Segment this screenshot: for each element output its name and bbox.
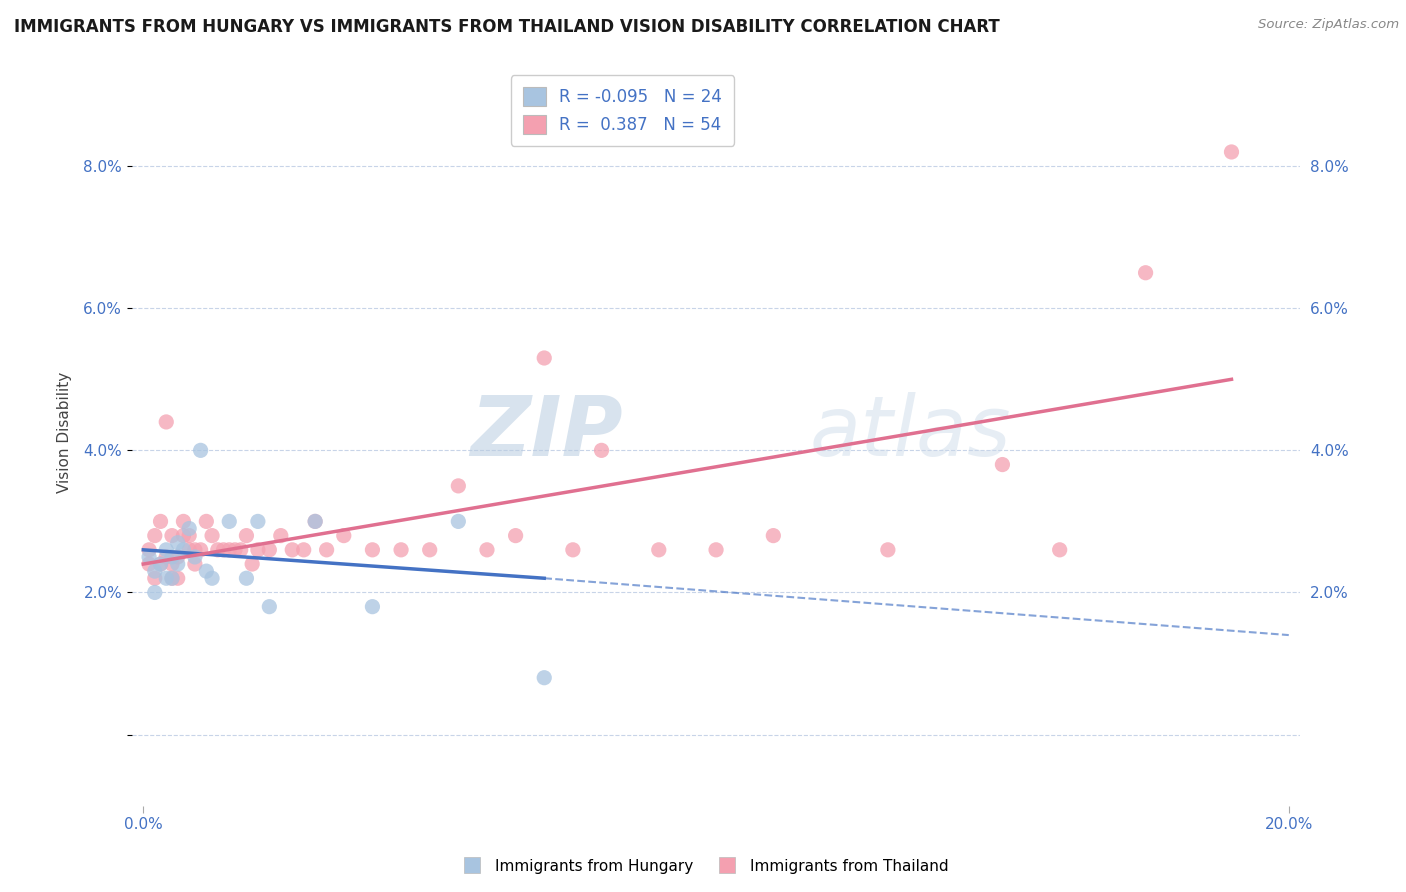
Point xyxy=(172,528,194,542)
Point xyxy=(235,571,257,585)
Point xyxy=(704,542,727,557)
Point xyxy=(991,458,1014,472)
Point xyxy=(246,542,269,557)
Point xyxy=(179,522,201,536)
Point xyxy=(218,515,240,529)
Point xyxy=(281,542,304,557)
Point xyxy=(533,351,555,365)
Point xyxy=(475,542,498,557)
Point xyxy=(1220,145,1243,159)
Point xyxy=(292,542,315,557)
Y-axis label: Vision Disability: Vision Disability xyxy=(58,372,72,493)
Point xyxy=(561,542,583,557)
Point xyxy=(184,557,207,571)
Point xyxy=(201,571,224,585)
Point xyxy=(201,528,224,542)
Point xyxy=(149,515,172,529)
Point xyxy=(419,542,441,557)
Point xyxy=(184,542,207,557)
Point xyxy=(155,542,177,557)
Point xyxy=(762,528,785,542)
Point xyxy=(207,542,229,557)
Point xyxy=(166,535,188,549)
Point xyxy=(155,571,177,585)
Point xyxy=(876,542,898,557)
Point xyxy=(1049,542,1071,557)
Point xyxy=(195,564,218,578)
Point xyxy=(172,515,194,529)
Legend: R = -0.095   N = 24, R =  0.387   N = 54: R = -0.095 N = 24, R = 0.387 N = 54 xyxy=(512,76,734,145)
Point xyxy=(190,542,212,557)
Point xyxy=(160,557,183,571)
Point xyxy=(240,557,263,571)
Point xyxy=(160,528,183,542)
Point xyxy=(229,542,252,557)
Point xyxy=(166,571,188,585)
Point xyxy=(138,549,160,564)
Point xyxy=(315,542,337,557)
Point xyxy=(361,599,384,614)
Point xyxy=(179,528,201,542)
Point xyxy=(389,542,412,557)
Point xyxy=(149,557,172,571)
Point xyxy=(218,542,240,557)
Point xyxy=(533,671,555,685)
Point xyxy=(149,557,172,571)
Point xyxy=(143,564,166,578)
Point xyxy=(172,542,194,557)
Text: atlas: atlas xyxy=(810,392,1011,473)
Point xyxy=(1135,266,1157,280)
Point xyxy=(166,557,188,571)
Point xyxy=(259,599,281,614)
Point xyxy=(505,528,527,542)
Point xyxy=(160,571,183,585)
Point xyxy=(361,542,384,557)
Text: ZIP: ZIP xyxy=(470,392,623,473)
Point xyxy=(155,415,177,429)
Point xyxy=(138,542,160,557)
Point xyxy=(259,542,281,557)
Point xyxy=(143,585,166,599)
Point xyxy=(160,549,183,564)
Point xyxy=(591,443,613,458)
Point xyxy=(184,549,207,564)
Legend: Immigrants from Hungary, Immigrants from Thailand: Immigrants from Hungary, Immigrants from… xyxy=(451,853,955,880)
Text: IMMIGRANTS FROM HUNGARY VS IMMIGRANTS FROM THAILAND VISION DISABILITY CORRELATIO: IMMIGRANTS FROM HUNGARY VS IMMIGRANTS FR… xyxy=(14,18,1000,36)
Point xyxy=(166,549,188,564)
Point xyxy=(447,479,470,493)
Point xyxy=(143,571,166,585)
Point xyxy=(155,549,177,564)
Point xyxy=(270,528,292,542)
Point xyxy=(212,542,235,557)
Point xyxy=(447,515,470,529)
Point xyxy=(235,528,257,542)
Point xyxy=(224,542,246,557)
Point xyxy=(648,542,671,557)
Point xyxy=(333,528,356,542)
Point xyxy=(179,542,201,557)
Point xyxy=(143,528,166,542)
Point xyxy=(246,515,269,529)
Point xyxy=(195,515,218,529)
Text: Source: ZipAtlas.com: Source: ZipAtlas.com xyxy=(1258,18,1399,31)
Point xyxy=(160,571,183,585)
Point xyxy=(304,515,326,529)
Point xyxy=(138,557,160,571)
Point xyxy=(190,443,212,458)
Point xyxy=(304,515,326,529)
